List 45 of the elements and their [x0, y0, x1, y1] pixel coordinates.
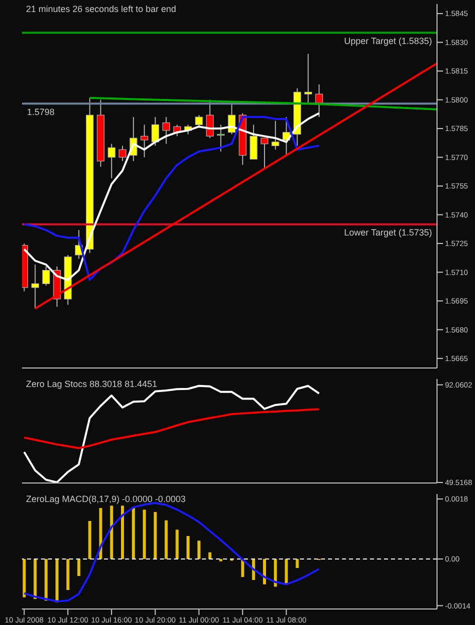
candlestick [304, 53, 312, 104]
bar [284, 559, 288, 584]
candlestick [162, 116, 170, 144]
bar [99, 508, 102, 559]
bar [241, 559, 244, 577]
bar [154, 512, 157, 559]
bar [296, 559, 299, 568]
bar [142, 510, 146, 559]
bar [121, 506, 124, 559]
bar [34, 559, 37, 599]
bar [186, 536, 190, 559]
candlestick [260, 138, 268, 170]
chart-title: Zero Lag Stocs 88.3018 81.4451 [26, 379, 158, 389]
bar [66, 559, 70, 590]
bar [164, 520, 168, 559]
chart-title: ZeroLag MACD(8,17,9) -0.0000 -0.0003 [26, 494, 186, 504]
candlestick [31, 264, 39, 310]
candlestick [108, 143, 116, 179]
bar [274, 559, 277, 587]
line-series [23, 502, 320, 602]
ref-line-label: Upper Target (1.5835) [344, 36, 432, 46]
candlestick [272, 120, 280, 150]
candlestick [195, 114, 203, 128]
line-series [88, 96, 437, 110]
bar [132, 507, 135, 559]
ref-line-label: 1.5798 [27, 107, 55, 118]
bar [44, 559, 48, 601]
ref-line-label: Lower Target (1.5735) [344, 228, 432, 238]
candlestick [250, 124, 258, 160]
candlestick [140, 124, 148, 158]
bar [262, 559, 266, 584]
bar [197, 540, 200, 559]
bar [88, 521, 92, 559]
bar [77, 559, 80, 576]
line-series [23, 408, 320, 450]
bar [110, 506, 114, 559]
bar [176, 530, 179, 559]
candlestick [217, 124, 225, 152]
candlestick [42, 266, 50, 286]
bar [208, 552, 212, 559]
bar [22, 559, 26, 598]
annotation: 21 minutes 26 seconds left to bar end [26, 4, 176, 14]
candlestick [151, 116, 160, 146]
candlestick [118, 145, 126, 162]
bar [55, 559, 58, 602]
